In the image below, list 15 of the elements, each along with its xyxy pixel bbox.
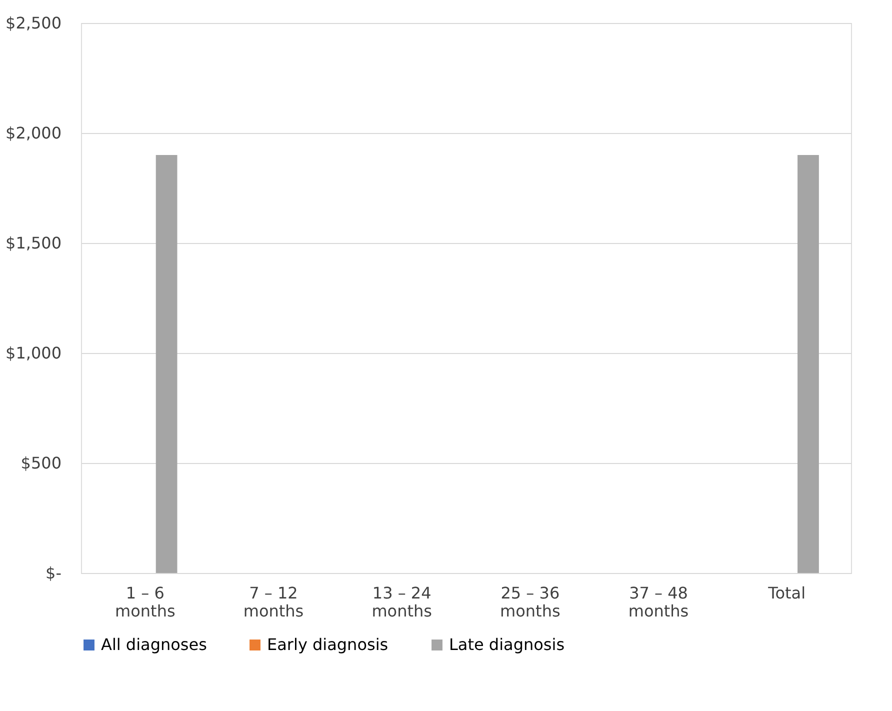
legend-label: Late diagnosis	[449, 635, 565, 654]
x-tick-label: 25 – 36 months	[500, 584, 560, 620]
y-tick-label: $1,500	[6, 234, 62, 252]
y-tick-label: $-	[46, 564, 62, 582]
x-tick-label: 13 – 24 months	[372, 584, 432, 620]
x-tick-label: 7 – 12 months	[243, 584, 304, 620]
y-tick-label: $500	[20, 454, 62, 472]
x-tick-label: 37 – 48 months	[628, 584, 689, 620]
y-tick-label: $1,000	[6, 344, 62, 362]
y-tick-label: $2,000	[6, 124, 62, 142]
legend-label: All diagnoses	[101, 635, 207, 654]
legend-label: Early diagnosis	[267, 635, 388, 654]
x-tick-label: 1 – 6 months	[115, 584, 176, 620]
y-tick-label: $2,500	[6, 14, 62, 32]
x-tick-label: Total	[767, 584, 806, 602]
